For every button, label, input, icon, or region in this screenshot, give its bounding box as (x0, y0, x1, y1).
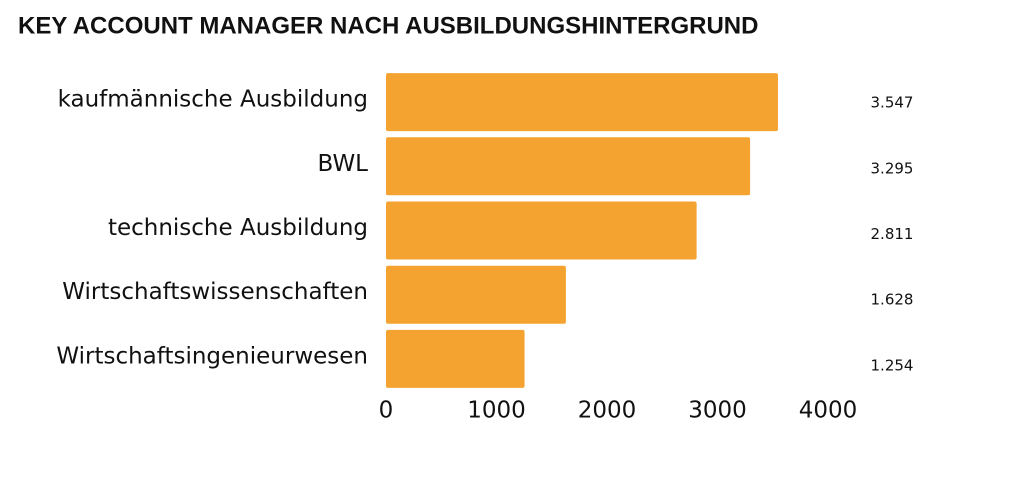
value-label: 1.628 (871, 291, 914, 309)
value-label: 3.547 (871, 94, 914, 112)
chart-title: KEY ACCOUNT MANAGER NACH AUSBILDUNGSHINT… (18, 12, 758, 39)
value-label: 3.295 (871, 159, 914, 177)
bar (386, 73, 778, 132)
y-tick-label: BWL (317, 151, 368, 177)
value-label: 1.254 (871, 356, 914, 374)
bar (386, 329, 525, 388)
y-tick-label: Wirtschaftswissenschaften (62, 279, 368, 305)
x-tick-label: 3000 (688, 398, 747, 424)
x-tick-label: 4000 (799, 398, 858, 424)
y-tick-label: kaufmännische Ausbildung (58, 87, 368, 113)
bar (386, 265, 566, 324)
bar (386, 137, 751, 196)
x-tick-label: 2000 (578, 398, 637, 424)
x-tick-label: 1000 (467, 398, 526, 424)
y-tick-label: technische Ausbildung (108, 215, 368, 241)
y-tick-label: Wirtschaftsingenieurwesen (56, 343, 368, 369)
x-tick-label: 0 (379, 398, 394, 424)
value-label: 2.811 (871, 225, 914, 243)
bar (386, 201, 697, 260)
